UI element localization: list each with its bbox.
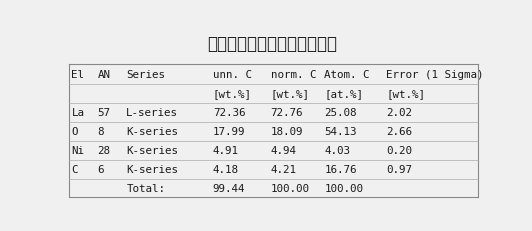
Text: 纳米氧化镧涂层能谱成分分析: 纳米氧化镧涂层能谱成分分析 bbox=[207, 35, 338, 53]
Text: El: El bbox=[71, 70, 85, 80]
Text: 2.02: 2.02 bbox=[386, 108, 412, 118]
Text: 4.18: 4.18 bbox=[213, 165, 239, 175]
Text: [at.%]: [at.%] bbox=[324, 89, 363, 99]
Text: 25.08: 25.08 bbox=[324, 108, 356, 118]
Text: 4.94: 4.94 bbox=[271, 146, 296, 156]
Text: 0.97: 0.97 bbox=[386, 165, 412, 175]
Text: [wt.%]: [wt.%] bbox=[271, 89, 310, 99]
Text: 4.91: 4.91 bbox=[213, 146, 239, 156]
Text: AN: AN bbox=[97, 70, 111, 80]
Text: 99.44: 99.44 bbox=[213, 184, 245, 194]
Text: L-series: L-series bbox=[126, 108, 178, 118]
Text: K-series: K-series bbox=[126, 127, 178, 137]
Text: [wt.%]: [wt.%] bbox=[213, 89, 252, 99]
Text: 72.36: 72.36 bbox=[213, 108, 245, 118]
Text: C: C bbox=[71, 165, 78, 175]
Text: La: La bbox=[71, 108, 85, 118]
Text: 2.66: 2.66 bbox=[386, 127, 412, 137]
Text: 28: 28 bbox=[97, 146, 111, 156]
Text: Atom. C: Atom. C bbox=[324, 70, 370, 80]
Text: [wt.%]: [wt.%] bbox=[386, 89, 425, 99]
Text: 100.00: 100.00 bbox=[271, 184, 310, 194]
Text: 4.21: 4.21 bbox=[271, 165, 296, 175]
Text: 6: 6 bbox=[97, 165, 104, 175]
Text: O: O bbox=[71, 127, 78, 137]
Text: unn. C: unn. C bbox=[213, 70, 252, 80]
Text: Series: Series bbox=[126, 70, 165, 80]
Text: 4.03: 4.03 bbox=[324, 146, 350, 156]
Text: norm. C: norm. C bbox=[271, 70, 316, 80]
Text: K-series: K-series bbox=[126, 165, 178, 175]
Text: Ni: Ni bbox=[71, 146, 85, 156]
Text: K-series: K-series bbox=[126, 146, 178, 156]
Text: 16.76: 16.76 bbox=[324, 165, 356, 175]
Text: 8: 8 bbox=[97, 127, 104, 137]
Text: 0.20: 0.20 bbox=[386, 146, 412, 156]
Text: Total:: Total: bbox=[126, 184, 165, 194]
Text: 17.99: 17.99 bbox=[213, 127, 245, 137]
Text: 72.76: 72.76 bbox=[271, 108, 303, 118]
Text: 57: 57 bbox=[97, 108, 111, 118]
Text: Error (1 Sigma): Error (1 Sigma) bbox=[386, 70, 484, 80]
Text: 100.00: 100.00 bbox=[324, 184, 363, 194]
Text: 18.09: 18.09 bbox=[271, 127, 303, 137]
Text: 54.13: 54.13 bbox=[324, 127, 356, 137]
